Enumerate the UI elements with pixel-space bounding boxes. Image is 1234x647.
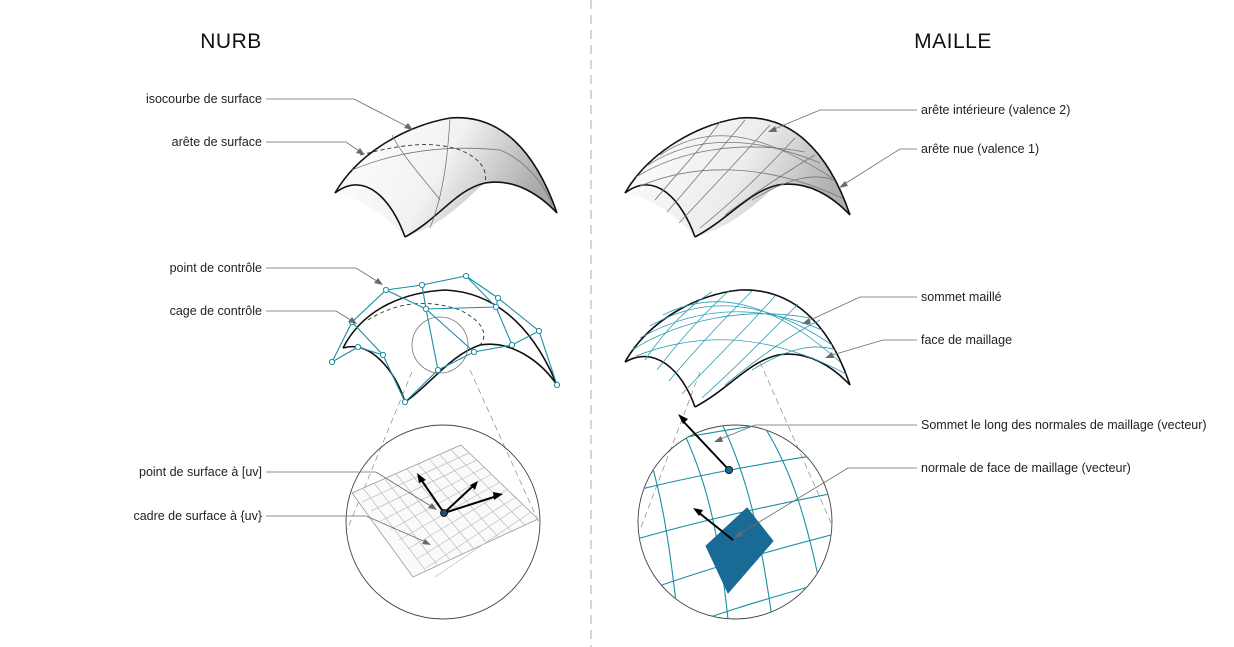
label-control-point: point de contrôle bbox=[170, 261, 262, 275]
leader-vertex-normals bbox=[717, 424, 917, 441]
label-vertex-normals: Sommet le long des normales de maillage … bbox=[921, 418, 1207, 432]
mesh-surface bbox=[624, 116, 851, 238]
nurb-zoom-circle bbox=[345, 424, 541, 620]
label-control-cage: cage de contrôle bbox=[170, 304, 262, 318]
nurb-title: NURB bbox=[200, 30, 262, 53]
label-mesh-vertex: sommet maillé bbox=[921, 290, 1002, 304]
label-interior-edge: arête intérieure (valence 2) bbox=[921, 103, 1070, 117]
leader-face-normal bbox=[737, 467, 917, 536]
leader-control-cage bbox=[266, 310, 355, 323]
mesh-title: MAILLE bbox=[914, 30, 992, 53]
leader-surface-frame bbox=[266, 515, 429, 544]
label-surface-frame: cadre de surface à {uv} bbox=[133, 509, 262, 523]
mesh-zoom-grid bbox=[638, 425, 832, 619]
leader-naked-edge bbox=[842, 148, 917, 186]
label-face-normal: normale de face de maillage (vecteur) bbox=[921, 461, 1131, 475]
leader-isocurve bbox=[266, 98, 411, 129]
leader-interior-edge bbox=[771, 109, 917, 131]
mesh-face-highlight bbox=[705, 507, 774, 594]
label-surface-point: point de surface à [uv] bbox=[139, 465, 262, 479]
leader-surface-point bbox=[266, 471, 435, 509]
surface-frame-vectors bbox=[417, 473, 503, 517]
mesh-zoom-circle bbox=[637, 424, 833, 620]
mesh-wireframe bbox=[624, 289, 851, 408]
leader-surface-edge bbox=[266, 141, 363, 154]
nurb-control-cage bbox=[328, 272, 561, 406]
label-mesh-face: face de maillage bbox=[921, 333, 1012, 347]
label-naked-edge: arête nue (valence 1) bbox=[921, 142, 1039, 156]
leader-control-point bbox=[266, 267, 381, 284]
leader-mesh-face bbox=[828, 339, 917, 357]
leader-mesh-vertex bbox=[805, 296, 917, 323]
label-isocurve: isocourbe de surface bbox=[146, 92, 262, 106]
mesh-normal-vectors bbox=[678, 414, 734, 541]
label-surface-edge: arête de surface bbox=[172, 135, 262, 149]
nurb-surface bbox=[334, 116, 558, 238]
